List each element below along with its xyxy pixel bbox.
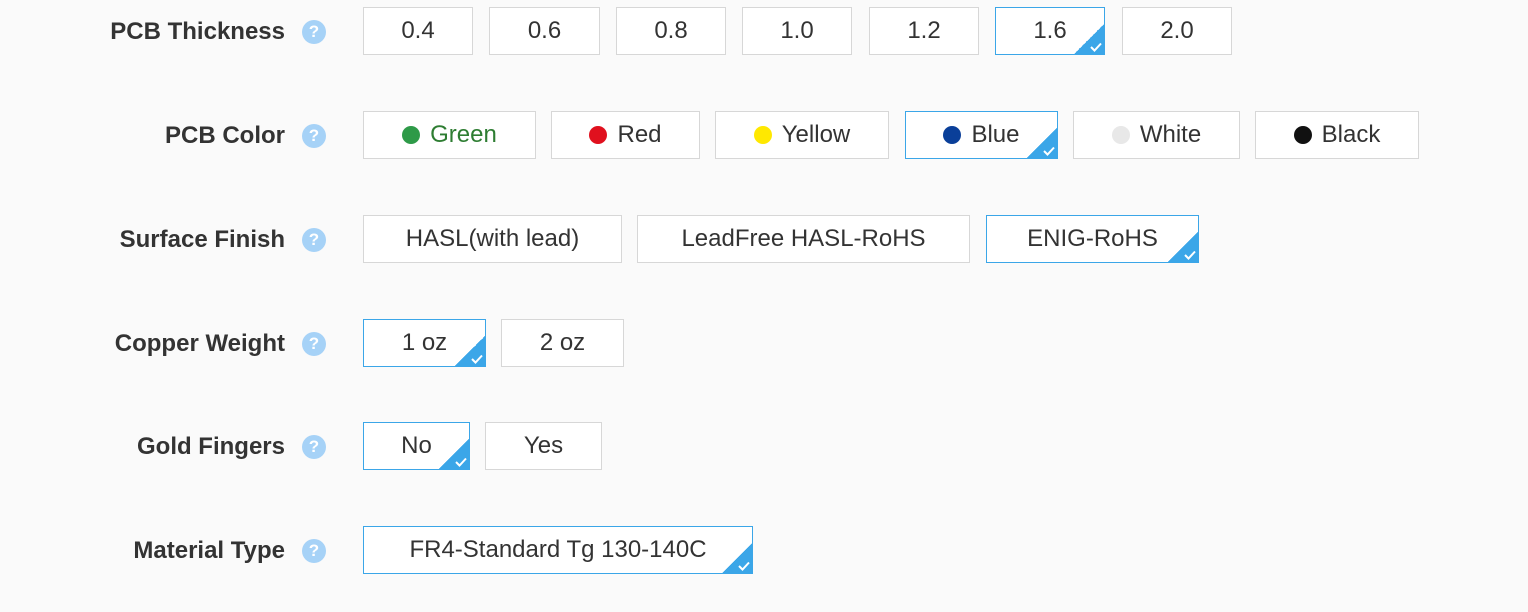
thickness-label: PCB Thickness bbox=[110, 18, 285, 45]
copper-row: Copper Weight ? 1 oz 2 oz bbox=[0, 319, 1528, 369]
blue-dot-icon bbox=[943, 126, 962, 144]
option-label: 0.4 bbox=[401, 17, 435, 44]
surface-option-enig[interactable]: ENIG-RoHS bbox=[986, 215, 1199, 263]
surface-option-hasl[interactable]: HASL(with lead) bbox=[363, 215, 622, 263]
thickness-row: PCB Thickness ? 0.4 0.6 0.8 1.0 1.2 1.6 … bbox=[0, 7, 1528, 57]
option-label: 1.2 bbox=[907, 17, 941, 44]
surface-label: Surface Finish bbox=[119, 226, 285, 253]
thickness-option-0-6[interactable]: 0.6 bbox=[489, 7, 600, 55]
color-label: PCB Color bbox=[165, 122, 285, 149]
option-label: Yes bbox=[523, 432, 564, 459]
white-dot-icon bbox=[1111, 126, 1130, 144]
option-label: ENIG-RoHS bbox=[1027, 225, 1158, 252]
help-icon[interactable]: ? bbox=[302, 20, 326, 44]
copper-option-1oz[interactable]: 1 oz bbox=[363, 319, 486, 367]
color-option-black[interactable]: Black bbox=[1255, 111, 1419, 159]
yellow-dot-icon bbox=[753, 126, 772, 144]
material-label: Material Type bbox=[133, 537, 285, 564]
selected-check-icon bbox=[1168, 232, 1198, 262]
thickness-option-1-0[interactable]: 1.0 bbox=[742, 7, 852, 55]
thickness-option-2-0[interactable]: 2.0 bbox=[1122, 7, 1232, 55]
material-row: Material Type ? FR4-Standard Tg 130-140C bbox=[0, 526, 1528, 576]
gold-option-no[interactable]: No bbox=[363, 422, 470, 470]
red-dot-icon bbox=[589, 126, 608, 144]
selected-check-icon bbox=[439, 439, 469, 469]
option-label: Black bbox=[1321, 121, 1381, 148]
option-label: Blue bbox=[971, 121, 1020, 148]
color-option-white[interactable]: White bbox=[1073, 111, 1240, 159]
option-label: HASL(with lead) bbox=[405, 225, 580, 252]
option-label: Yellow bbox=[781, 121, 851, 148]
material-option-fr4[interactable]: FR4-Standard Tg 130-140C bbox=[363, 526, 753, 574]
gold-row: Gold Fingers ? No Yes bbox=[0, 422, 1528, 472]
option-label: 2.0 bbox=[1160, 17, 1194, 44]
color-option-green[interactable]: Green bbox=[363, 111, 536, 159]
option-label: Green bbox=[430, 121, 497, 148]
option-label: White bbox=[1139, 121, 1202, 148]
help-icon[interactable]: ? bbox=[302, 332, 326, 356]
surface-option-leadfree-hasl[interactable]: LeadFree HASL-RoHS bbox=[637, 215, 970, 263]
thickness-option-1-6[interactable]: 1.6 bbox=[995, 7, 1105, 55]
selected-check-icon bbox=[722, 543, 752, 573]
color-option-red[interactable]: Red bbox=[551, 111, 700, 159]
option-label: FR4-Standard Tg 130-140C bbox=[409, 536, 707, 563]
thickness-option-1-2[interactable]: 1.2 bbox=[869, 7, 979, 55]
copper-label: Copper Weight bbox=[114, 330, 285, 357]
help-icon[interactable]: ? bbox=[302, 539, 326, 563]
green-dot-icon bbox=[402, 126, 421, 144]
option-label: 0.6 bbox=[527, 17, 562, 44]
color-option-yellow[interactable]: Yellow bbox=[715, 111, 889, 159]
selected-check-icon bbox=[1027, 128, 1057, 158]
option-label: LeadFree HASL-RoHS bbox=[681, 225, 926, 252]
option-label: 1.0 bbox=[780, 17, 814, 44]
color-option-blue[interactable]: Blue bbox=[905, 111, 1058, 159]
color-row: PCB Color ? Green Red Yellow Blue White … bbox=[0, 111, 1528, 161]
thickness-option-0-4[interactable]: 0.4 bbox=[363, 7, 473, 55]
help-icon[interactable]: ? bbox=[302, 228, 326, 252]
option-label: No bbox=[401, 432, 432, 459]
option-label: 2 oz bbox=[539, 329, 586, 356]
surface-row: Surface Finish ? HASL(with lead) LeadFre… bbox=[0, 215, 1528, 265]
option-label: 1.6 bbox=[1033, 17, 1067, 44]
gold-option-yes[interactable]: Yes bbox=[485, 422, 602, 470]
gold-label: Gold Fingers bbox=[136, 433, 285, 460]
thickness-option-0-8[interactable]: 0.8 bbox=[616, 7, 726, 55]
selected-check-icon bbox=[1074, 24, 1104, 54]
option-label: 1 oz bbox=[401, 329, 448, 356]
black-dot-icon bbox=[1293, 126, 1312, 144]
option-label: Red bbox=[617, 121, 662, 148]
option-label: 0.8 bbox=[654, 17, 688, 44]
help-icon[interactable]: ? bbox=[302, 435, 326, 459]
help-icon[interactable]: ? bbox=[302, 124, 326, 148]
copper-option-2oz[interactable]: 2 oz bbox=[501, 319, 624, 367]
selected-check-icon bbox=[455, 336, 485, 366]
